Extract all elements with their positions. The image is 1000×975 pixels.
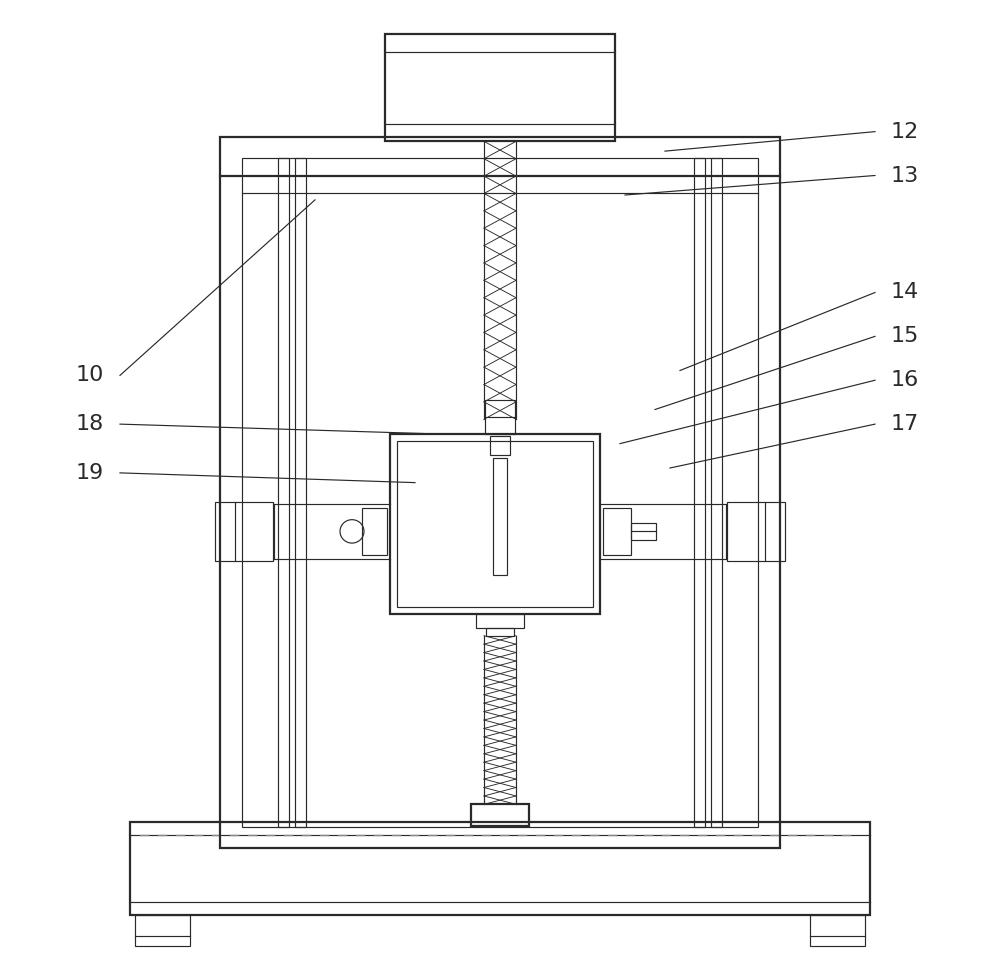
Bar <box>711 158 722 827</box>
Bar <box>485 400 515 434</box>
Bar <box>490 436 510 455</box>
Bar <box>694 158 705 827</box>
Text: 14: 14 <box>891 283 919 302</box>
Text: 16: 16 <box>891 370 919 390</box>
Bar <box>385 34 615 141</box>
Bar <box>278 158 289 827</box>
Bar <box>242 158 758 827</box>
Bar <box>631 523 656 540</box>
Bar <box>810 915 865 946</box>
Bar <box>362 508 387 555</box>
Bar <box>476 614 524 628</box>
Text: 19: 19 <box>76 463 104 483</box>
Bar <box>220 136 780 848</box>
Bar <box>486 628 514 636</box>
Text: 10: 10 <box>76 366 104 385</box>
Bar <box>390 434 600 614</box>
Bar <box>493 458 507 575</box>
Bar <box>727 502 785 561</box>
Bar <box>603 508 631 555</box>
Text: 15: 15 <box>891 327 919 346</box>
Bar <box>130 822 870 915</box>
Text: 18: 18 <box>76 414 104 434</box>
Bar <box>471 804 529 826</box>
Bar <box>295 158 306 827</box>
Bar <box>135 915 190 946</box>
Bar <box>215 502 273 561</box>
Bar <box>397 441 593 607</box>
Text: 12: 12 <box>891 122 919 141</box>
Text: 17: 17 <box>891 414 919 434</box>
Text: 13: 13 <box>891 166 919 185</box>
